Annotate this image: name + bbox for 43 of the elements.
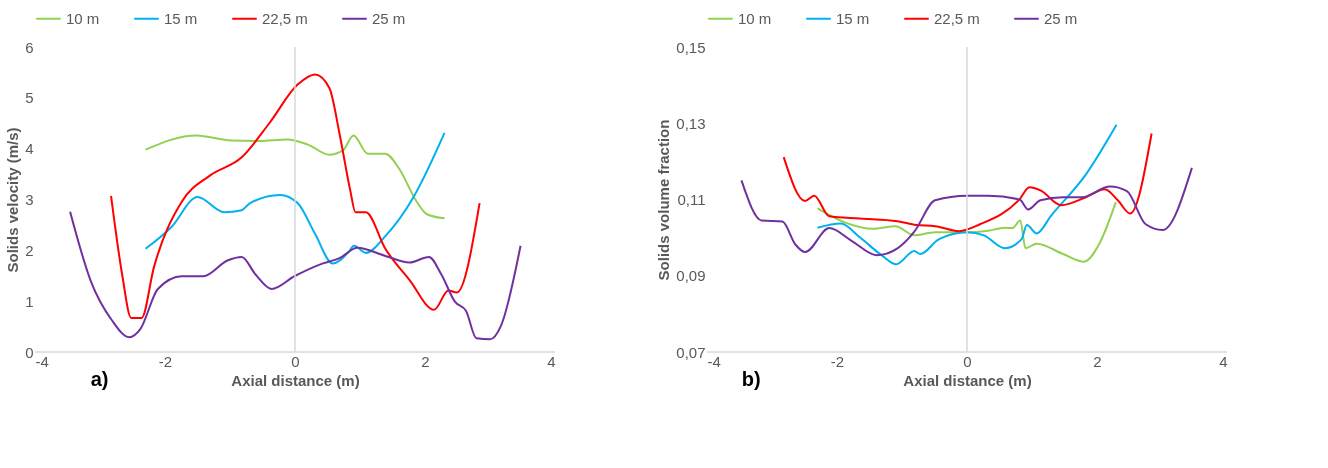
y-tick-label: 0,07 [676,343,706,361]
y-tick-label: 1 [25,292,34,310]
y-axis-title: Solids velocity (m/s) [4,127,22,273]
text: b) [741,368,761,390]
x-tick-label: -4 [707,352,721,370]
legend-label: 10 m [738,9,772,27]
x-tick-label: 2 [1093,352,1102,370]
line-series [740,166,1193,257]
y-tick-label: 0,13 [676,114,706,132]
x-tick-label: -4 [35,352,49,370]
y-tick-label: 5 [25,89,34,107]
y-tick-label: 0,15 [676,38,706,56]
x-tick-label: 4 [1219,352,1228,370]
legend-label: 22,5 m [262,9,308,27]
line-series [782,132,1153,233]
y-tick-label: 2 [25,241,34,259]
y-tick-label: 0,09 [676,267,706,285]
y-axis-title: Solids volume fraction [655,119,673,281]
y-tick-label: 3 [25,191,34,208]
x-tick-label: 2 [421,352,430,370]
x-tick-label: 4 [547,352,556,370]
x-tick-label: 0 [291,352,300,370]
y-tick-label: 0,11 [677,191,706,208]
text: a) [90,368,109,390]
line-series [110,73,481,319]
legend-label: 25 m [372,9,406,27]
y-tick-label: 4 [25,140,34,158]
line-series [144,134,446,220]
legend-label: 15 m [836,9,870,27]
legend-label: 15 m [164,9,198,27]
line-series [816,201,1117,263]
x-axis-title: Axial distance (m) [231,371,360,389]
legend-label: 25 m [1044,9,1078,27]
x-tick-label: 0 [963,352,972,370]
x-tick-label: -2 [830,352,845,370]
y-tick-label: 6 [25,38,34,56]
legend-label: 10 m [66,9,100,27]
line-series [69,210,522,341]
line-series [144,131,446,265]
x-tick-label: -2 [158,352,173,370]
x-axis-title: Axial distance (m) [903,371,1032,389]
line-series [816,123,1118,266]
legend-label: 22,5 m [934,9,980,27]
